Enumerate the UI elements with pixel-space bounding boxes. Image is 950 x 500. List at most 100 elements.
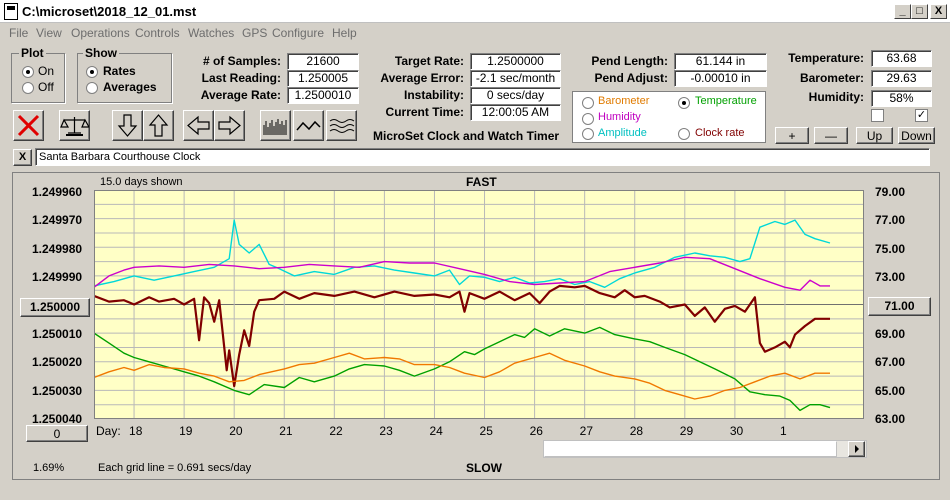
menu-operations[interactable]: Operations <box>71 26 130 40</box>
temperature-label: Temperature: <box>788 51 864 65</box>
down-arrow-button[interactable] <box>112 110 143 141</box>
x-tick-label: 1 <box>779 424 787 438</box>
down-button[interactable]: Down <box>898 127 935 144</box>
series-line-humidity <box>93 256 830 291</box>
x-tick-label: 23 <box>379 424 393 438</box>
arrow-right-icon <box>218 115 241 136</box>
show-averages-label: Averages <box>103 80 157 94</box>
y-left-tick: 1.249980 <box>32 242 83 256</box>
show-rates-label: Rates <box>103 64 136 78</box>
close-button[interactable]: X <box>930 4 947 19</box>
humidity-field: 58% <box>871 90 932 107</box>
current-time-label: Current Time: <box>385 105 464 119</box>
average-rate-label: Average Rate: <box>200 88 281 102</box>
show-rates-radio[interactable] <box>86 66 98 78</box>
plot-border <box>94 190 864 419</box>
y-left-tick: 1.250030 <box>32 384 83 398</box>
wave-icon <box>329 119 355 133</box>
pend-length-label: Pend Length: <box>591 54 668 68</box>
series-line-amplitude <box>93 219 831 289</box>
up-button[interactable]: Up <box>856 127 893 144</box>
percent-label: 1.69% <box>33 462 65 474</box>
clear-name-button[interactable]: X <box>13 149 32 166</box>
menu-watches[interactable]: Watches <box>188 26 235 40</box>
days-shown-label: 15.0 days shown <box>100 176 183 188</box>
target-rate-field[interactable]: 1.2500000 <box>470 53 561 70</box>
minimize-button[interactable]: _ <box>894 4 911 19</box>
last-reading-field: 1.250005 <box>287 70 359 87</box>
average-error-label: Average Error: <box>380 71 464 85</box>
last-reading-label: Last Reading: <box>201 71 281 85</box>
minus-button[interactable]: — <box>814 127 848 144</box>
menu-controls[interactable]: Controls <box>135 26 180 40</box>
title-bar: C:\microset\2018_12_01.mst _ □ X <box>0 0 950 23</box>
scrollbar-thumb[interactable] <box>544 441 837 457</box>
y-left-tick: 1.249990 <box>32 270 83 284</box>
x-tick-label: 21 <box>279 424 293 438</box>
y-right-tick: 65.00 <box>875 384 906 398</box>
scale-icon <box>60 117 91 136</box>
plot-group-label: Plot <box>19 46 46 60</box>
barometer-radio[interactable] <box>582 97 594 109</box>
y-right-tick: 67.00 <box>875 355 906 369</box>
show-averages-radio[interactable] <box>86 82 98 94</box>
line-view-button[interactable] <box>293 110 324 141</box>
up-arrow-button[interactable] <box>143 110 174 141</box>
x-tick-label: 29 <box>679 424 694 438</box>
menu-file[interactable]: File <box>9 26 29 40</box>
plus-button[interactable]: + <box>775 127 809 144</box>
clock-name-input[interactable]: Santa Barbara Courthouse Clock <box>35 148 930 166</box>
plot-off-radio[interactable] <box>22 82 34 94</box>
center-right-button[interactable]: 71.00 <box>868 297 931 316</box>
humidity-checkbox-1[interactable] <box>871 109 884 122</box>
clock-rate-option-label: Clock rate <box>695 127 745 139</box>
series-select-group <box>572 91 766 143</box>
bars-view-button[interactable] <box>260 110 291 141</box>
humidity-checkbox-2[interactable]: ✓ <box>915 109 928 122</box>
pend-adjust-label: Pend Adjust: <box>594 71 668 85</box>
clock-rate-radio[interactable] <box>678 128 690 140</box>
series-line-clock-rate <box>93 284 830 388</box>
center-rate-button[interactable]: 1.250000 <box>20 298 90 317</box>
menu-gps[interactable]: GPS <box>242 26 268 40</box>
left-counter-button[interactable]: 0 <box>26 425 88 442</box>
y-left-tick: 1.250010 <box>32 327 83 341</box>
y-right-tick: 75.00 <box>875 242 906 256</box>
left-arrow-button[interactable] <box>183 110 214 141</box>
menu-help[interactable]: Help <box>332 26 357 40</box>
horizontal-scrollbar[interactable] <box>543 440 867 458</box>
series-line-temperature <box>93 326 831 412</box>
maximize-button[interactable]: □ <box>911 4 928 19</box>
menu-configure[interactable]: Configure <box>272 26 325 40</box>
multi-line-view-button[interactable] <box>326 110 357 141</box>
app-icon[interactable] <box>4 3 18 20</box>
line-chart-icon <box>296 120 321 131</box>
plot-area[interactable] <box>93 190 864 419</box>
product-title: MicroSet Clock and Watch Timer <box>373 129 560 143</box>
series-line-barometer <box>93 352 830 400</box>
temperature-radio[interactable] <box>678 97 690 109</box>
stop-button[interactable] <box>13 110 44 141</box>
x-tick-label: 24 <box>429 424 443 438</box>
right-arrow-button[interactable] <box>214 110 245 141</box>
menu-view[interactable]: View <box>36 26 62 40</box>
y-right-tick: 69.00 <box>875 327 906 341</box>
y-right-tick: 79.00 <box>875 185 906 199</box>
pend-adjust-field: -0.00010 in <box>674 70 767 87</box>
red-x-icon <box>17 114 40 137</box>
balance-button[interactable] <box>59 110 91 141</box>
scroll-right-button[interactable] <box>848 441 865 457</box>
current-time-field: 12:00:05 AM <box>470 104 561 121</box>
humidity-radio[interactable] <box>582 113 594 125</box>
samples-label: # of Samples: <box>202 54 281 68</box>
x-tick-label: 28 <box>629 424 644 438</box>
amplitude-radio[interactable] <box>582 128 594 140</box>
scroll-right-icon <box>855 445 859 453</box>
humidity-option-label: Humidity <box>598 111 641 123</box>
x-tick-label: 25 <box>479 424 493 438</box>
average-error-field: -2.1 sec/month <box>470 70 561 87</box>
arrow-down-icon <box>117 114 138 137</box>
grid-note: Each grid line = 0.691 secs/day <box>98 462 252 474</box>
barometer-label: Barometer: <box>799 71 864 85</box>
plot-on-radio[interactable] <box>22 66 34 78</box>
